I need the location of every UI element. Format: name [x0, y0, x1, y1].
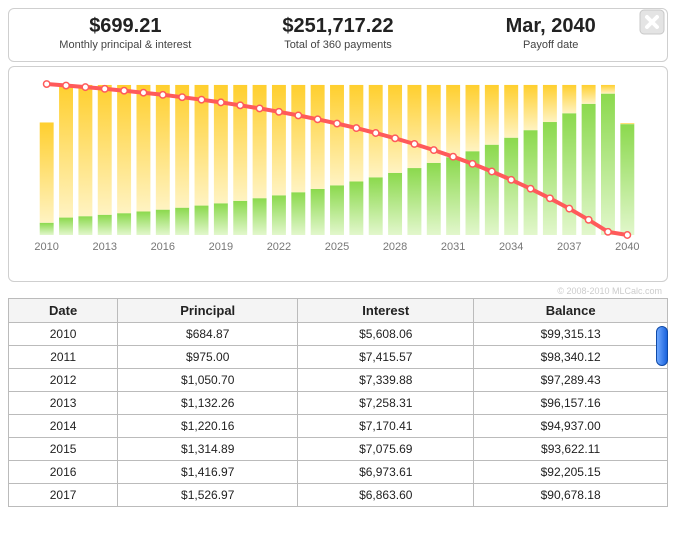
table-row: 2010$684.87$5,608.06$99,315.13: [9, 323, 668, 346]
table-row: 2015$1,314.89$7,075.69$93,622.11: [9, 438, 668, 461]
table-cell: $1,132.26: [118, 392, 298, 415]
table-cell: $93,622.11: [474, 438, 668, 461]
summary-payoff: Mar, 2040 Payoff date: [444, 15, 657, 51]
col-date: Date: [9, 299, 118, 323]
table-row: 2014$1,220.16$7,170.41$94,937.00: [9, 415, 668, 438]
table-cell: $7,339.88: [298, 369, 474, 392]
table-cell: $90,678.18: [474, 484, 668, 507]
table-cell: $7,075.69: [298, 438, 474, 461]
close-button[interactable]: [639, 9, 665, 38]
table-cell: 2010: [9, 323, 118, 346]
table-row: 2011$975.00$7,415.57$98,340.12: [9, 346, 668, 369]
table-cell: 2015: [9, 438, 118, 461]
table-cell: $1,220.16: [118, 415, 298, 438]
summary-total-label: Total of 360 payments: [232, 39, 445, 51]
summary-total: $251,717.22 Total of 360 payments: [232, 15, 445, 51]
copyright-text: © 2008-2010 MLCalc.com: [8, 284, 668, 298]
summary-panel: $699.21 Monthly principal & interest $25…: [8, 8, 668, 62]
col-interest: Interest: [298, 299, 474, 323]
svg-text:2022: 2022: [267, 241, 291, 253]
svg-text:2016: 2016: [151, 241, 175, 253]
table-cell: $7,170.41: [298, 415, 474, 438]
svg-text:2028: 2028: [383, 241, 407, 253]
table-cell: $684.87: [118, 323, 298, 346]
table-cell: $975.00: [118, 346, 298, 369]
table-cell: $99,315.13: [474, 323, 668, 346]
summary-payoff-value: Mar, 2040: [444, 15, 657, 38]
amortization-table-region: Date Principal Interest Balance 2010$684…: [8, 298, 668, 507]
svg-text:2019: 2019: [209, 241, 233, 253]
table-cell: $1,416.97: [118, 461, 298, 484]
summary-monthly: $699.21 Monthly principal & interest: [19, 15, 232, 51]
table-cell: $1,050.70: [118, 369, 298, 392]
table-row: 2016$1,416.97$6,973.61$92,205.15: [9, 461, 668, 484]
summary-total-value: $251,717.22: [232, 15, 445, 38]
table-scrollbar-thumb[interactable]: [656, 326, 668, 366]
svg-text:2013: 2013: [92, 241, 116, 253]
table-cell: $1,526.97: [118, 484, 298, 507]
table-cell: $1,314.89: [118, 438, 298, 461]
table-cell: 2017: [9, 484, 118, 507]
svg-text:2040: 2040: [615, 241, 639, 253]
svg-text:2025: 2025: [325, 241, 349, 253]
amortization-table: Date Principal Interest Balance 2010$684…: [8, 298, 668, 507]
table-cell: $6,973.61: [298, 461, 474, 484]
table-cell: 2014: [9, 415, 118, 438]
table-row: 2013$1,132.26$7,258.31$96,157.16: [9, 392, 668, 415]
table-cell: $7,415.57: [298, 346, 474, 369]
col-principal: Principal: [118, 299, 298, 323]
table-cell: $7,258.31: [298, 392, 474, 415]
table-cell: $94,937.00: [474, 415, 668, 438]
amortization-chart: 2010 2013 2016 2019 2022 2025 2028 2031 2034 2037…: [8, 66, 668, 282]
table-cell: 2016: [9, 461, 118, 484]
table-cell: $5,608.06: [298, 323, 474, 346]
table-cell: 2011: [9, 346, 118, 369]
col-balance: Balance: [474, 299, 668, 323]
chart-canvas: 2010 2013 2016 2019 2022 2025 2028 2031 2034 2037…: [17, 75, 653, 270]
table-cell: $96,157.16: [474, 392, 668, 415]
summary-payoff-label: Payoff date: [444, 39, 657, 51]
table-cell: $98,340.12: [474, 346, 668, 369]
table-cell: 2012: [9, 369, 118, 392]
svg-text:2037: 2037: [557, 241, 581, 253]
svg-text:2034: 2034: [499, 241, 523, 253]
table-cell: $97,289.43: [474, 369, 668, 392]
table-cell: 2013: [9, 392, 118, 415]
summary-monthly-value: $699.21: [19, 15, 232, 38]
summary-monthly-label: Monthly principal & interest: [19, 39, 232, 51]
svg-text:2031: 2031: [441, 241, 465, 253]
svg-text:2010: 2010: [34, 241, 58, 253]
table-header-row: Date Principal Interest Balance: [9, 299, 668, 323]
table-cell: $6,863.60: [298, 484, 474, 507]
table-cell: $92,205.15: [474, 461, 668, 484]
table-row: 2017$1,526.97$6,863.60$90,678.18: [9, 484, 668, 507]
table-row: 2012$1,050.70$7,339.88$97,289.43: [9, 369, 668, 392]
